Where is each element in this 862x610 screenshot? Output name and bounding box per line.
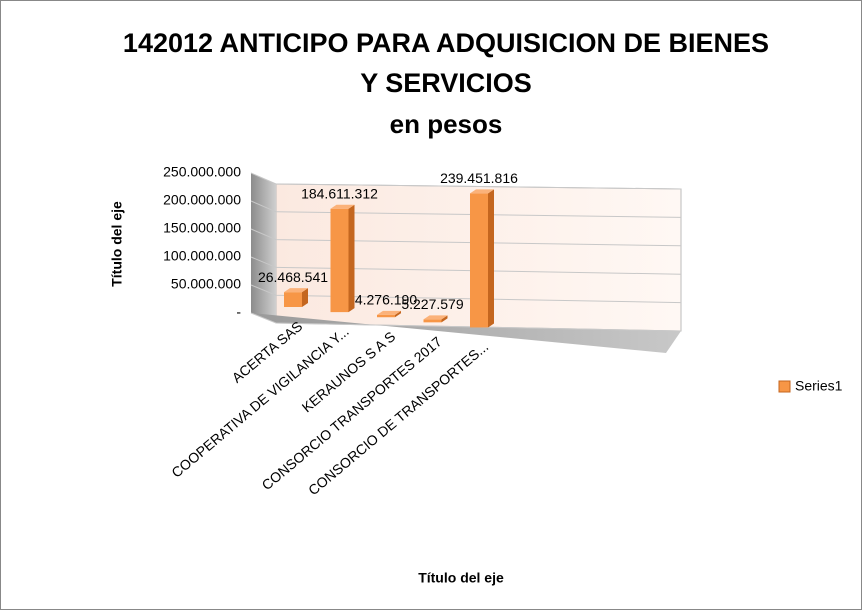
- data-label: 5.227.579: [401, 296, 463, 312]
- grid-line: [250, 172, 682, 190]
- chart-title: 142012 ANTICIPO PARA ADQUISICION DE BIEN…: [122, 28, 770, 98]
- bar-top: [423, 315, 448, 320]
- bar: [284, 288, 308, 307]
- data-label: 4.276.190: [355, 292, 417, 308]
- bar-top: [284, 288, 308, 293]
- grid-line: [250, 312, 682, 332]
- y-tick-label: -: [236, 304, 241, 320]
- data-label: 26.468.541: [258, 269, 328, 285]
- bar-front: [423, 319, 442, 323]
- grid-line: [250, 284, 682, 304]
- bar-side: [395, 310, 401, 318]
- bar-top: [470, 189, 494, 194]
- y-tick-label: 50.000.000: [171, 276, 241, 292]
- data-label: 239.451.816: [440, 170, 518, 186]
- x-tick-label: CONSORCIO TRANSPORTES 2017: [259, 333, 445, 493]
- bar-top: [377, 310, 401, 315]
- bar: [470, 189, 494, 328]
- grid-line: [250, 256, 682, 275]
- bar-side: [441, 315, 448, 323]
- bar-side: [302, 288, 308, 307]
- floor: [251, 313, 681, 353]
- bar-side: [348, 204, 355, 313]
- bar-front: [330, 208, 349, 313]
- y-tick-label: 100.000.000: [163, 248, 241, 264]
- bar: [330, 204, 355, 313]
- y-tick-label: 150.000.000: [163, 220, 241, 236]
- bar: [423, 315, 448, 323]
- x-axis-title: Título del eje: [418, 570, 504, 586]
- bar: [377, 310, 401, 318]
- bar-side: [488, 189, 494, 328]
- chart-subtitle: en pesos: [389, 109, 503, 139]
- legend-label: Series1: [795, 378, 843, 394]
- side-wall: [251, 173, 276, 323]
- grid-line: [250, 200, 682, 218]
- y-tick-label: 250.000.000: [163, 164, 241, 180]
- y-axis-title: Título del eje: [109, 201, 125, 287]
- data-label: 184.611.312: [301, 185, 378, 201]
- bar-front: [377, 314, 395, 318]
- y-tick-label: 200.000.000: [163, 192, 241, 208]
- grid-line: [250, 228, 682, 247]
- bar-front: [284, 292, 302, 307]
- bar-front: [470, 193, 488, 328]
- legend-swatch: [778, 380, 791, 393]
- x-tick-label: KERAUNOS S A S: [299, 328, 399, 415]
- bar-top: [330, 204, 355, 209]
